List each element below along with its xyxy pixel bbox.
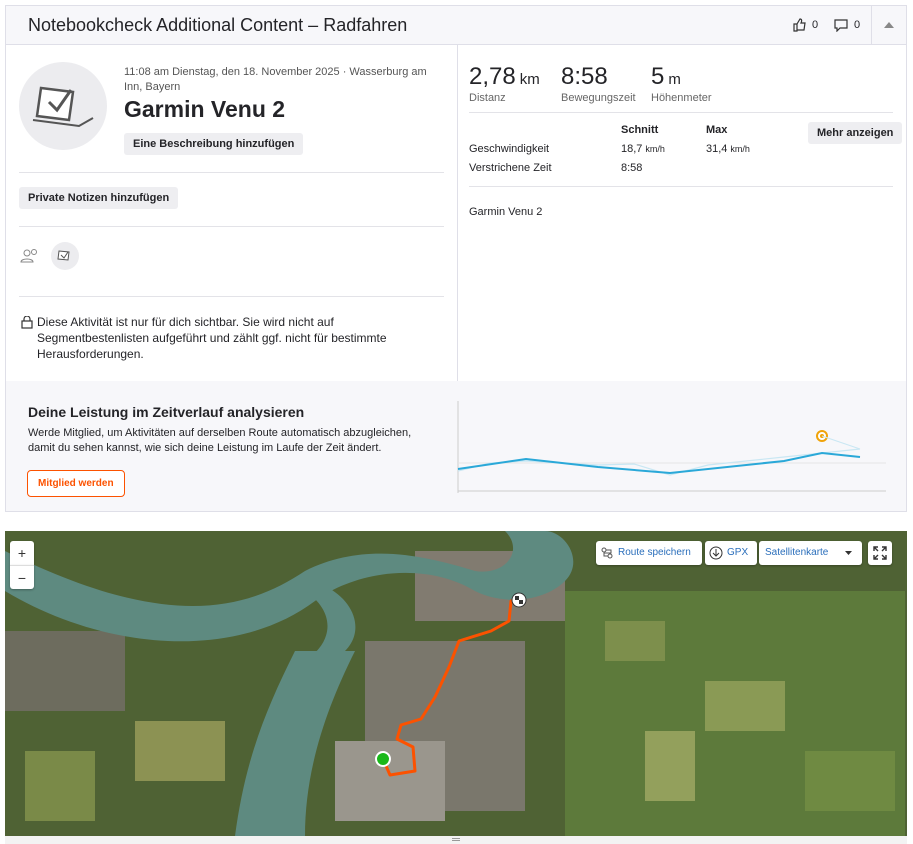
activity-icon	[19, 62, 107, 150]
save-route[interactable]: Route speichern	[596, 541, 702, 565]
gpx-label[interactable]: GPX	[727, 547, 749, 558]
row-label: Verstrichene Zeit	[469, 162, 552, 174]
stat-unit: km	[519, 71, 540, 88]
stat-label: Bewegungszeit	[561, 92, 636, 104]
divider	[19, 172, 444, 173]
divider	[469, 112, 893, 113]
activity-name: Garmin Venu 2	[124, 96, 286, 122]
divider	[469, 186, 893, 187]
stat-value: 8:58	[561, 63, 608, 90]
divider	[19, 296, 444, 297]
device-icon[interactable]	[51, 242, 79, 270]
upsell-text: Werde Mitglied, um Aktivitäten auf derse…	[28, 427, 412, 454]
header: Notebookcheck Additional Content – Radfa…	[6, 6, 906, 45]
fullscreen[interactable]	[868, 541, 892, 565]
row-avg: 8:58	[621, 162, 642, 174]
map-type[interactable]: Satellitenkarte	[759, 541, 862, 565]
dropdown-arrow	[845, 551, 852, 555]
comment-icon[interactable]	[834, 18, 848, 32]
lock-icon	[21, 316, 33, 329]
row-value: 8:58	[621, 162, 643, 174]
divider	[871, 6, 872, 45]
join-button[interactable]: Mitglied werden	[27, 470, 125, 497]
map[interactable]: + − Route speichern GPX Satellitenkarte	[5, 531, 907, 836]
add-description[interactable]: Eine Beschreibung hinzufügen	[124, 133, 304, 155]
stat-value: 2,78	[469, 63, 516, 90]
stat: 2,78 km	[469, 63, 540, 91]
group-icon[interactable]	[19, 246, 41, 266]
privacy-note: Diese Aktivität ist nur für dich sichtba…	[37, 315, 387, 361]
gpx[interactable]: GPX	[705, 541, 757, 565]
save-route-label[interactable]: Route speichern	[618, 547, 691, 558]
activity-card: Notebookcheck Additional Content – Radfa…	[5, 5, 907, 512]
divider	[457, 45, 458, 381]
kudos-count[interactable]: 0	[812, 19, 819, 31]
stat: 8:58	[561, 63, 608, 91]
comment-count[interactable]: 0	[854, 19, 861, 31]
stat-label: Höhenmeter	[651, 92, 712, 104]
route	[381, 597, 522, 777]
zoom-out[interactable]: −	[10, 565, 34, 589]
trend-graphic	[457, 401, 886, 493]
divider	[19, 226, 444, 227]
row-unit: km/h	[645, 144, 665, 154]
resize-handle[interactable]	[5, 836, 907, 844]
zoom-in[interactable]: +	[10, 541, 34, 565]
upsell: Deine Leistung im Zeitverlauf analysiere…	[6, 381, 906, 511]
start-marker	[375, 751, 391, 767]
fullscreen-icon	[873, 546, 887, 560]
collapse[interactable]	[884, 21, 894, 29]
meta: 11:08 am Dienstag, den 18. November 2025…	[124, 66, 427, 93]
row-value: 18,7	[621, 143, 643, 155]
row-label: Geschwindigkeit	[469, 143, 550, 155]
row-max: 31,4 km/h	[706, 143, 750, 155]
map-type-label[interactable]: Satellitenkarte	[765, 547, 829, 558]
avg-header: Schnitt	[621, 124, 659, 136]
max-header: Max	[706, 124, 728, 136]
stat-label: Distanz	[469, 92, 506, 104]
upsell-title: Deine Leistung im Zeitverlauf analysiere…	[28, 404, 305, 420]
finish-marker	[511, 592, 527, 608]
download-icon	[709, 546, 723, 560]
route-icon	[601, 547, 613, 559]
row-value: 31,4	[706, 143, 728, 155]
row-avg: 18,7 km/h	[621, 143, 665, 155]
title: Notebookcheck Additional Content – Radfa…	[28, 15, 408, 35]
private-notes[interactable]: Private Notizen hinzufügen	[19, 187, 179, 209]
row-unit: km/h	[730, 144, 750, 154]
more-button[interactable]: Mehr anzeigen	[808, 122, 903, 144]
grip	[452, 838, 460, 841]
kudos-icon[interactable]	[792, 18, 806, 32]
stat-unit: m	[668, 71, 681, 88]
stat-value: 5	[651, 63, 665, 90]
device: Garmin Venu 2	[469, 206, 543, 218]
satellite-map	[5, 531, 905, 836]
